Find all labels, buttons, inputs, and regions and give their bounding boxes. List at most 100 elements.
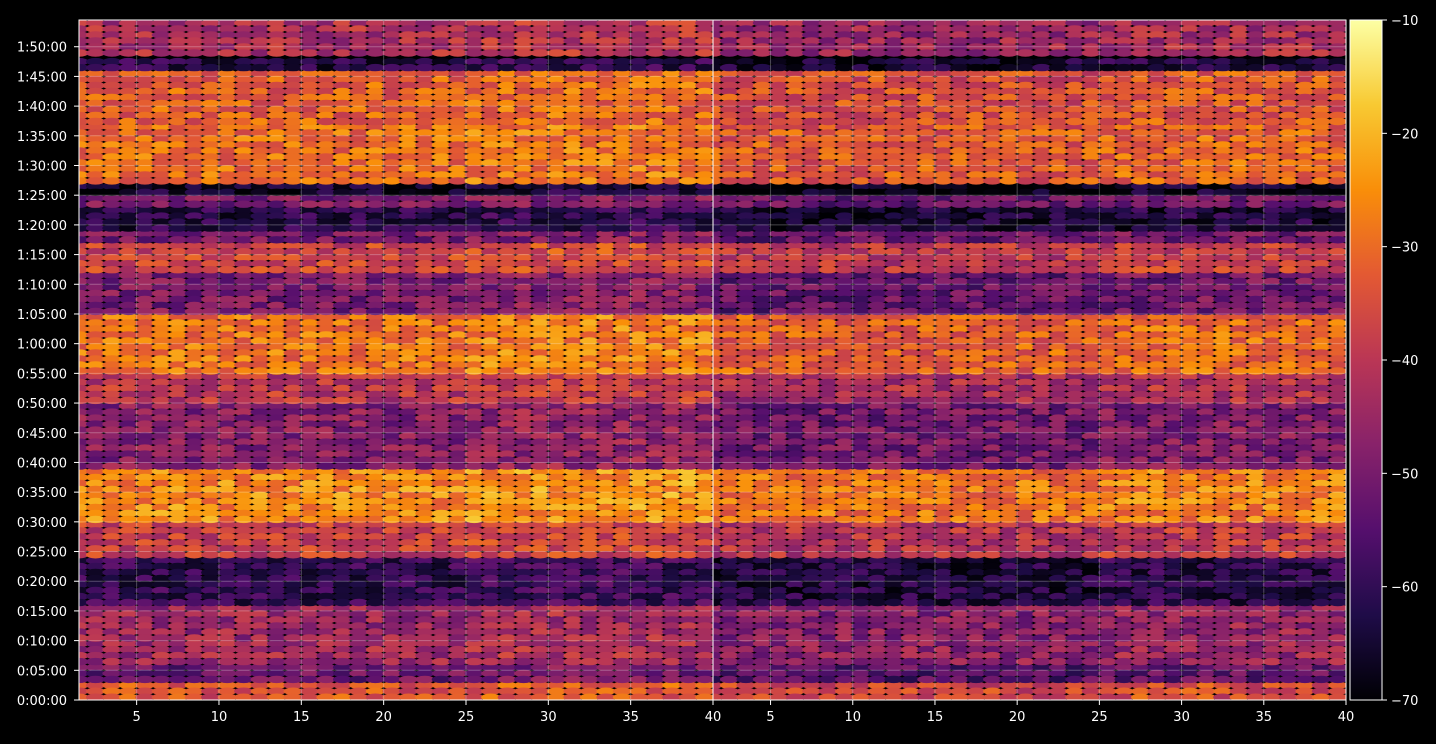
heatmap-cell bbox=[596, 645, 616, 654]
heatmap-cell bbox=[135, 556, 155, 565]
heatmap-cell bbox=[481, 616, 501, 624]
heatmap-cell bbox=[267, 533, 287, 541]
heatmap-cell bbox=[365, 479, 385, 488]
heatmap-cell bbox=[267, 586, 287, 595]
heatmap-cell bbox=[629, 634, 649, 642]
heatmap-cell bbox=[645, 479, 666, 488]
heatmap-cell bbox=[365, 349, 385, 357]
heatmap-cell bbox=[415, 503, 435, 512]
heatmap-cell bbox=[530, 639, 550, 648]
heatmap-cell bbox=[514, 277, 534, 286]
heatmap-cell bbox=[135, 266, 155, 274]
heatmap-cell bbox=[332, 497, 353, 506]
heatmap-cell bbox=[118, 645, 138, 654]
heatmap-cell bbox=[365, 639, 385, 648]
heatmap-cell bbox=[299, 426, 320, 434]
heatmap-cell bbox=[464, 610, 484, 618]
heatmap-cell bbox=[151, 343, 171, 351]
heatmap-cell bbox=[234, 533, 254, 541]
heatmap-cell bbox=[217, 639, 237, 648]
heatmap-cell bbox=[85, 562, 106, 571]
heatmap-cell bbox=[151, 224, 171, 232]
heatmap-cell bbox=[596, 402, 616, 410]
heatmap-cell bbox=[151, 693, 171, 700]
heatmap-cell bbox=[481, 224, 501, 232]
left-panel-cells bbox=[79, 20, 713, 700]
heatmap-cell bbox=[563, 503, 583, 512]
heatmap-cell bbox=[530, 343, 550, 351]
heatmap-cell bbox=[85, 681, 106, 689]
heatmap-cell bbox=[530, 349, 550, 357]
heatmap-cell bbox=[365, 669, 385, 678]
heatmap-cell bbox=[151, 372, 171, 381]
heatmap-cell bbox=[530, 277, 550, 286]
heatmap-cell bbox=[530, 622, 550, 630]
heatmap-cell bbox=[464, 224, 484, 232]
heatmap-cell bbox=[398, 586, 418, 595]
heatmap-cell bbox=[118, 361, 138, 369]
heatmap-cell bbox=[612, 604, 633, 612]
heatmap-cell bbox=[481, 485, 501, 494]
heatmap-cell bbox=[250, 450, 270, 458]
heatmap-cell bbox=[530, 562, 550, 571]
heatmap-cell bbox=[662, 639, 682, 648]
heatmap-cell bbox=[645, 63, 666, 72]
heatmap-cell bbox=[316, 622, 336, 630]
heatmap-cell bbox=[645, 509, 666, 518]
heatmap-cell bbox=[448, 491, 468, 500]
heatmap-cell bbox=[629, 313, 649, 321]
heatmap-cell bbox=[118, 438, 138, 446]
heatmap-cell bbox=[250, 177, 270, 185]
heatmap-cell bbox=[135, 491, 155, 500]
heatmap-cell bbox=[662, 657, 682, 666]
heatmap-cell bbox=[662, 586, 682, 595]
heatmap-cell bbox=[102, 634, 122, 642]
heatmap-cell bbox=[184, 539, 204, 547]
heatmap-cell bbox=[415, 200, 435, 208]
heatmap-cell bbox=[662, 663, 682, 672]
heatmap-cell bbox=[382, 49, 402, 57]
heatmap-cell bbox=[151, 117, 171, 126]
heatmap-cell bbox=[118, 509, 138, 518]
heatmap-cell bbox=[135, 657, 155, 666]
heatmap-cell bbox=[332, 509, 353, 518]
heatmap-cell bbox=[201, 574, 221, 583]
heatmap-cell bbox=[135, 592, 155, 601]
heatmap-cell bbox=[612, 349, 633, 357]
heatmap-cell bbox=[662, 343, 682, 351]
heatmap-cell bbox=[135, 574, 155, 583]
heatmap-cell bbox=[102, 616, 122, 624]
heatmap-cell bbox=[464, 325, 484, 333]
heatmap-cell bbox=[547, 675, 567, 684]
heatmap-cell bbox=[79, 378, 89, 387]
heatmap-cell bbox=[365, 384, 385, 393]
heatmap-cell bbox=[316, 693, 336, 700]
heatmap-cell bbox=[629, 645, 649, 654]
heatmap-cell bbox=[316, 236, 336, 244]
heatmap-cell bbox=[514, 467, 534, 476]
heatmap-cell bbox=[349, 651, 369, 660]
heatmap-cell bbox=[695, 556, 713, 565]
heatmap-cell bbox=[547, 378, 567, 387]
heatmap-cell bbox=[695, 396, 713, 405]
heatmap-cell bbox=[267, 657, 287, 666]
heatmap-cell bbox=[267, 289, 287, 298]
heatmap-cell bbox=[596, 396, 616, 405]
heatmap-cell bbox=[102, 568, 122, 577]
heatmap-cell bbox=[349, 367, 369, 375]
heatmap-cell bbox=[497, 337, 517, 345]
heatmap-cell bbox=[250, 432, 270, 440]
heatmap-cell bbox=[695, 598, 713, 607]
heatmap-cell bbox=[283, 408, 303, 416]
heatmap-cell bbox=[234, 414, 254, 422]
heatmap-cell bbox=[283, 580, 303, 589]
heatmap-cell bbox=[201, 49, 221, 57]
heatmap-cell bbox=[135, 224, 155, 232]
heatmap-cell bbox=[234, 337, 254, 345]
heatmap-cell bbox=[448, 669, 468, 678]
heatmap-cell bbox=[102, 675, 122, 684]
heatmap-cell bbox=[349, 610, 369, 618]
heatmap-cell bbox=[332, 402, 353, 410]
heatmap-cell bbox=[79, 485, 89, 494]
heatmap-cell bbox=[234, 681, 254, 689]
